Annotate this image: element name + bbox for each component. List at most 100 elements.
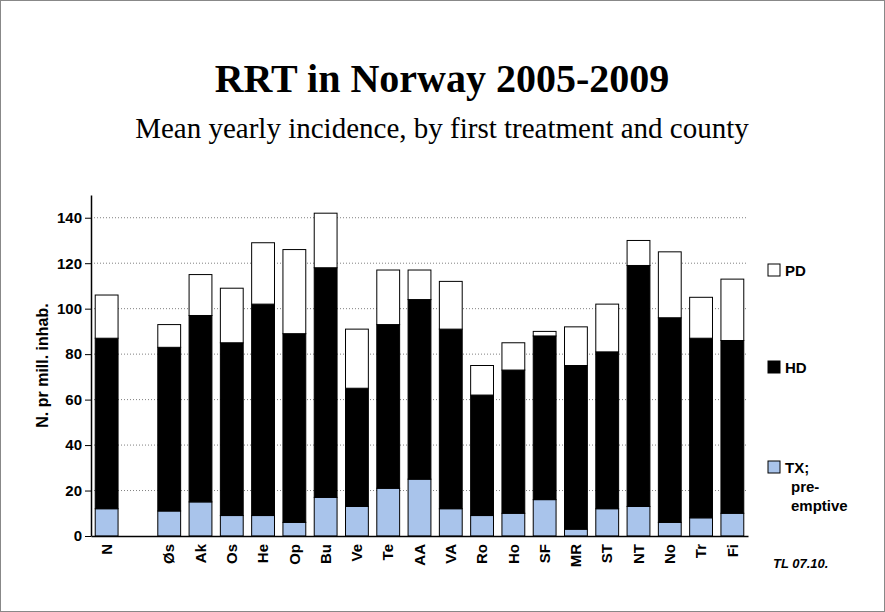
x-tick-label: He — [254, 544, 271, 563]
x-tick-label: NT — [630, 544, 647, 564]
y-tick-mark — [85, 263, 91, 264]
y-axis-title: N. pr mill. inhab. — [34, 303, 51, 427]
y-tick-label: 20 — [65, 482, 82, 499]
bar-segment — [377, 270, 400, 325]
bar-segment — [220, 288, 243, 343]
x-tick: Øs — [160, 536, 177, 564]
bar-segment — [220, 516, 243, 536]
x-tick: He — [254, 536, 271, 563]
y-tick-mark — [85, 400, 91, 401]
x-axis-line — [92, 536, 749, 538]
y-tick-label: 40 — [65, 436, 82, 453]
x-tick-label: AA — [411, 544, 428, 566]
bar-segment — [533, 500, 556, 536]
x-tick-label: VA — [442, 544, 459, 564]
y-tick-label: 0 — [74, 527, 82, 544]
y-tick: 100 — [57, 300, 91, 317]
legend-label: TX;pre-emptive — [785, 459, 848, 514]
x-tick-label: Bu — [317, 544, 334, 564]
x-tick: ST — [598, 536, 615, 563]
x-tick-label: Os — [223, 544, 240, 564]
bar-segment — [158, 347, 181, 511]
y-tick-mark — [85, 445, 91, 446]
bar-segment — [533, 336, 556, 500]
bar-segment — [690, 518, 713, 536]
x-tick-label: SF — [536, 544, 553, 563]
x-axis: NØsAkOsHeOpBuVeTeAAVARoHoSFMRSTNTNoTrFi — [92, 536, 749, 567]
legend: PDHDTX;pre-emptive — [768, 262, 848, 514]
y-tick-mark — [85, 491, 91, 492]
bar-segment — [189, 502, 212, 536]
bar-segment — [189, 315, 212, 501]
x-tick: Te — [379, 536, 396, 560]
bar-segment — [95, 509, 118, 536]
x-tick: Ho — [505, 536, 522, 564]
legend-swatch — [768, 361, 780, 373]
bar-segment — [533, 331, 556, 336]
bar-segment — [252, 516, 275, 536]
y-tick: 60 — [65, 391, 91, 408]
bar-segment — [95, 295, 118, 338]
bar-segment — [158, 325, 181, 348]
bar-segment — [377, 325, 400, 489]
bar-segment — [408, 300, 431, 480]
x-tick: Op — [286, 536, 303, 565]
bar-segment — [252, 243, 275, 304]
x-tick-label: N — [98, 544, 115, 555]
bar-segment — [690, 297, 713, 338]
bar-segment — [408, 270, 431, 300]
legend-swatch — [768, 461, 780, 473]
x-tick: AA — [411, 536, 428, 566]
x-tick-label: Ak — [192, 543, 209, 563]
y-tick: 0 — [74, 527, 91, 544]
y-tick-label: 100 — [57, 300, 82, 317]
y-tick-mark — [85, 218, 91, 219]
x-tick: No — [661, 536, 678, 564]
bar-segment — [690, 338, 713, 518]
y-tick-label: 80 — [65, 345, 82, 362]
legend-swatch — [768, 264, 780, 276]
bar-segment — [283, 522, 306, 536]
bar-segment — [721, 513, 744, 536]
x-tick: Bu — [317, 536, 334, 564]
bar-segment — [627, 265, 650, 506]
y-axis-line — [91, 196, 93, 537]
x-tick-label: Øs — [160, 544, 177, 564]
x-tick-label: Ve — [348, 544, 365, 562]
bar-segment — [565, 327, 588, 366]
bar-segment — [627, 506, 650, 536]
bar-segment — [377, 488, 400, 536]
x-tick: Os — [223, 536, 240, 564]
x-tick: Fi — [724, 536, 741, 557]
bar-segment — [283, 250, 306, 334]
bar-segment — [596, 352, 619, 509]
x-tick: NT — [630, 536, 647, 564]
x-tick: Tr — [692, 536, 709, 558]
bar-segment — [314, 497, 337, 536]
x-tick-label: Tr — [692, 544, 709, 558]
x-tick-label: Op — [286, 544, 303, 565]
y-tick-mark — [85, 309, 91, 310]
x-tick-label: No — [661, 544, 678, 564]
x-tick: Ve — [348, 536, 365, 562]
bar-segment — [346, 329, 369, 388]
bar-segment — [439, 281, 462, 329]
bar-segment — [565, 529, 588, 536]
bar-segment — [439, 329, 462, 509]
bar-segment — [721, 340, 744, 513]
x-tick: VA — [442, 536, 459, 564]
y-tick-label: 120 — [57, 255, 82, 272]
bar-segment — [314, 213, 337, 268]
subtitle: Mean yearly incidence, by first treatmen… — [135, 112, 749, 144]
y-tick-mark — [85, 354, 91, 355]
legend-label: PD — [785, 262, 806, 279]
bar-segment — [471, 395, 494, 515]
bar-segment — [408, 479, 431, 536]
bar-segment — [658, 252, 681, 318]
x-tick-label: ST — [598, 544, 615, 563]
bar-segment — [627, 240, 650, 265]
bars — [95, 213, 744, 536]
bar-segment — [471, 366, 494, 396]
x-tick-label: Fi — [724, 544, 741, 557]
x-tick: Ak — [192, 536, 209, 563]
